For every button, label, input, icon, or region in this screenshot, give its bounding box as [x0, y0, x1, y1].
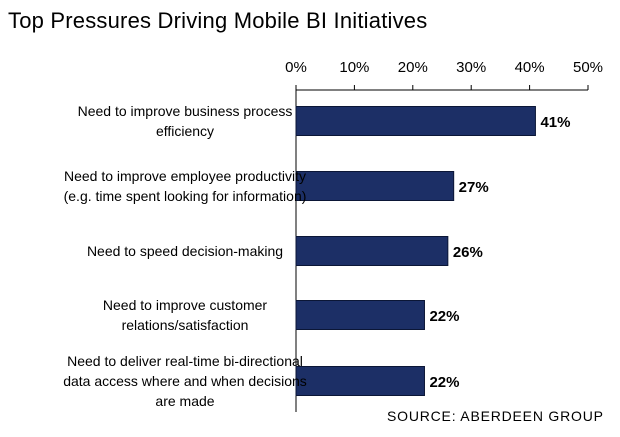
category-label: Need to improve employee productivity: [64, 168, 306, 184]
category-label: (e.g. time spent looking for information…: [64, 188, 307, 204]
x-tick-label: 20%: [398, 59, 428, 76]
category-label: Need to improve business process: [78, 103, 293, 119]
source-note: SOURCE: ABERDEEN GROUP: [387, 408, 604, 424]
category-label: Need to speed decision-making: [87, 243, 283, 259]
x-tick-label: 0%: [285, 59, 307, 76]
category-label: Need to deliver real-time bi-directional: [67, 353, 303, 369]
category-label: are made: [155, 393, 214, 409]
bar-value-label: 26%: [453, 244, 483, 261]
chart-title: Top Pressures Driving Mobile BI Initiati…: [8, 8, 428, 33]
bar: [295, 106, 536, 136]
bar: [295, 300, 425, 330]
category-label: Need to improve customer: [103, 297, 268, 313]
bar-value-label: 27%: [459, 179, 489, 196]
x-tick-label: 10%: [339, 59, 369, 76]
bar: [295, 171, 455, 201]
category-label: efficiency: [156, 123, 214, 139]
category-label: relations/satisfaction: [122, 317, 249, 333]
bar: [295, 366, 425, 396]
category-label: data access where and when decisions: [63, 373, 307, 389]
bar-value-label: 22%: [429, 374, 459, 391]
x-tick-label: 40%: [515, 59, 545, 76]
x-tick-label: 50%: [573, 59, 603, 76]
bar-value-label: 41%: [540, 114, 570, 131]
bar: [295, 236, 449, 266]
x-tick-label: 30%: [456, 59, 486, 76]
bar-value-label: 22%: [429, 308, 459, 325]
